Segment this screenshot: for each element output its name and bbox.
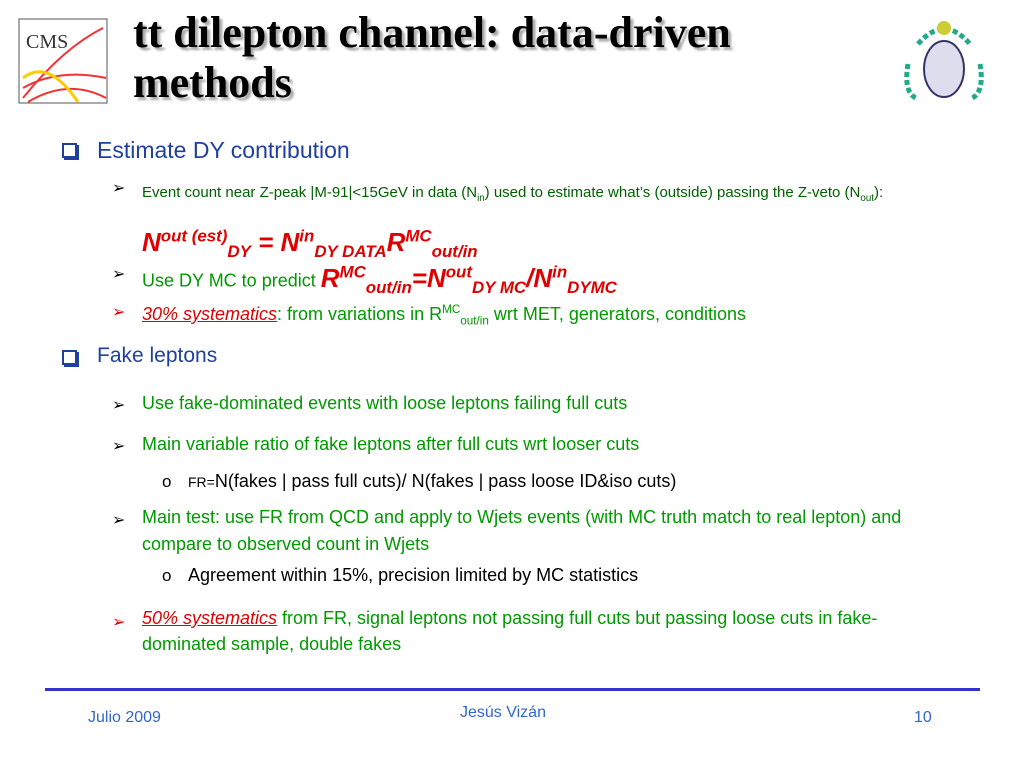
formula: MC (405, 226, 432, 245)
formula: in (299, 226, 315, 245)
text-run: wrt MET, generators, conditions (488, 304, 746, 324)
subbullet-text: Agreement within 15%, precision limited … (188, 565, 639, 585)
logo-shield (923, 40, 965, 98)
formula: out (445, 262, 472, 281)
arrow-bullet: ➢ (112, 266, 126, 283)
logo-track (22, 70, 80, 103)
formula: = N (250, 226, 300, 257)
arrow-bullet: ➢ (112, 614, 126, 631)
text-run: ): (873, 184, 884, 201)
logo-text: CMS (26, 31, 68, 53)
formula: DY DATA (314, 241, 387, 261)
bullet-text: 50% systematics from FR, signal leptons … (142, 605, 932, 657)
text-run: 30% systematics (142, 304, 278, 324)
text-run: Event count near Z-peak |M-91|<15GeV in … (142, 184, 478, 201)
bullet-text: 30% systematics: from variations in RMCo… (142, 296, 932, 336)
section-heading: Fake leptons (97, 344, 218, 367)
circle-bullet: o (162, 566, 172, 585)
formula: DY MC (472, 277, 527, 297)
checkbox-bullet (62, 350, 77, 365)
title: tt dilepton channel: data-driven methods (133, 8, 731, 107)
bullet-text: Use DY MC to predict RMCout/in=NoutDY MC… (142, 258, 932, 302)
bullet-text: Main variable ratio of fake leptons afte… (142, 434, 640, 454)
text-run: from FR, signal leptons not passing full… (142, 608, 878, 654)
bullet-text: Main test: use FR from QCD and apply to … (142, 507, 902, 554)
arrow-bullet: ➢ (112, 397, 126, 414)
circle-bullet: o (162, 472, 172, 491)
text-run: 50% systematics (142, 608, 278, 628)
text-run: MC (442, 303, 461, 316)
cms-logo: CMS (18, 18, 108, 104)
formula: R (386, 226, 406, 257)
footer-date: Julio 2009 (88, 709, 161, 726)
footer-rule (45, 688, 980, 691)
subbullet-text: FR=N(fakes | pass full cuts)/ N(fakes | … (188, 471, 676, 492)
formula: out/in (431, 241, 478, 261)
formula: =N (411, 262, 446, 293)
text-run: out/in (460, 314, 489, 328)
page-number: 10 (914, 709, 932, 726)
formula: /N (526, 262, 553, 293)
text-run: Use DY MC to predict (142, 270, 321, 291)
text-run: out (860, 193, 874, 204)
text-run: ) used to estimate what’s (outside) pass… (484, 184, 861, 201)
checkbox-bullet (62, 143, 77, 158)
arrow-bullet: ➢ (112, 304, 126, 321)
university-logo (904, 21, 984, 102)
formula: DY (227, 241, 251, 261)
formula: R (320, 262, 340, 293)
footer-author: Jesús Vizán (460, 704, 546, 721)
logo-wreath (904, 26, 984, 102)
text-run: FR= (188, 474, 215, 490)
text-run: : from variations in R (277, 304, 443, 324)
formula: out/in (365, 277, 412, 297)
arrow-bullet: ➢ (112, 438, 126, 455)
logo-crown (937, 21, 951, 35)
text-run: N(fakes | pass full cuts)/ N(fakes | pas… (214, 471, 677, 491)
arrow-bullet: ➢ (112, 180, 126, 197)
bullet-text: Event count near Z-peak |M-91|<15GeV in … (142, 174, 932, 270)
bullet-text: Use fake-dominated events with loose lep… (142, 393, 628, 413)
section-heading: Estimate DY contribution (97, 137, 350, 163)
formula: DYMC (567, 277, 617, 297)
arrow-bullet: ➢ (112, 512, 126, 529)
formula: in (552, 262, 568, 281)
formula: N (142, 226, 161, 257)
formula: MC (339, 262, 366, 281)
text-run: in (477, 193, 485, 204)
formula: out (est) (160, 226, 228, 245)
